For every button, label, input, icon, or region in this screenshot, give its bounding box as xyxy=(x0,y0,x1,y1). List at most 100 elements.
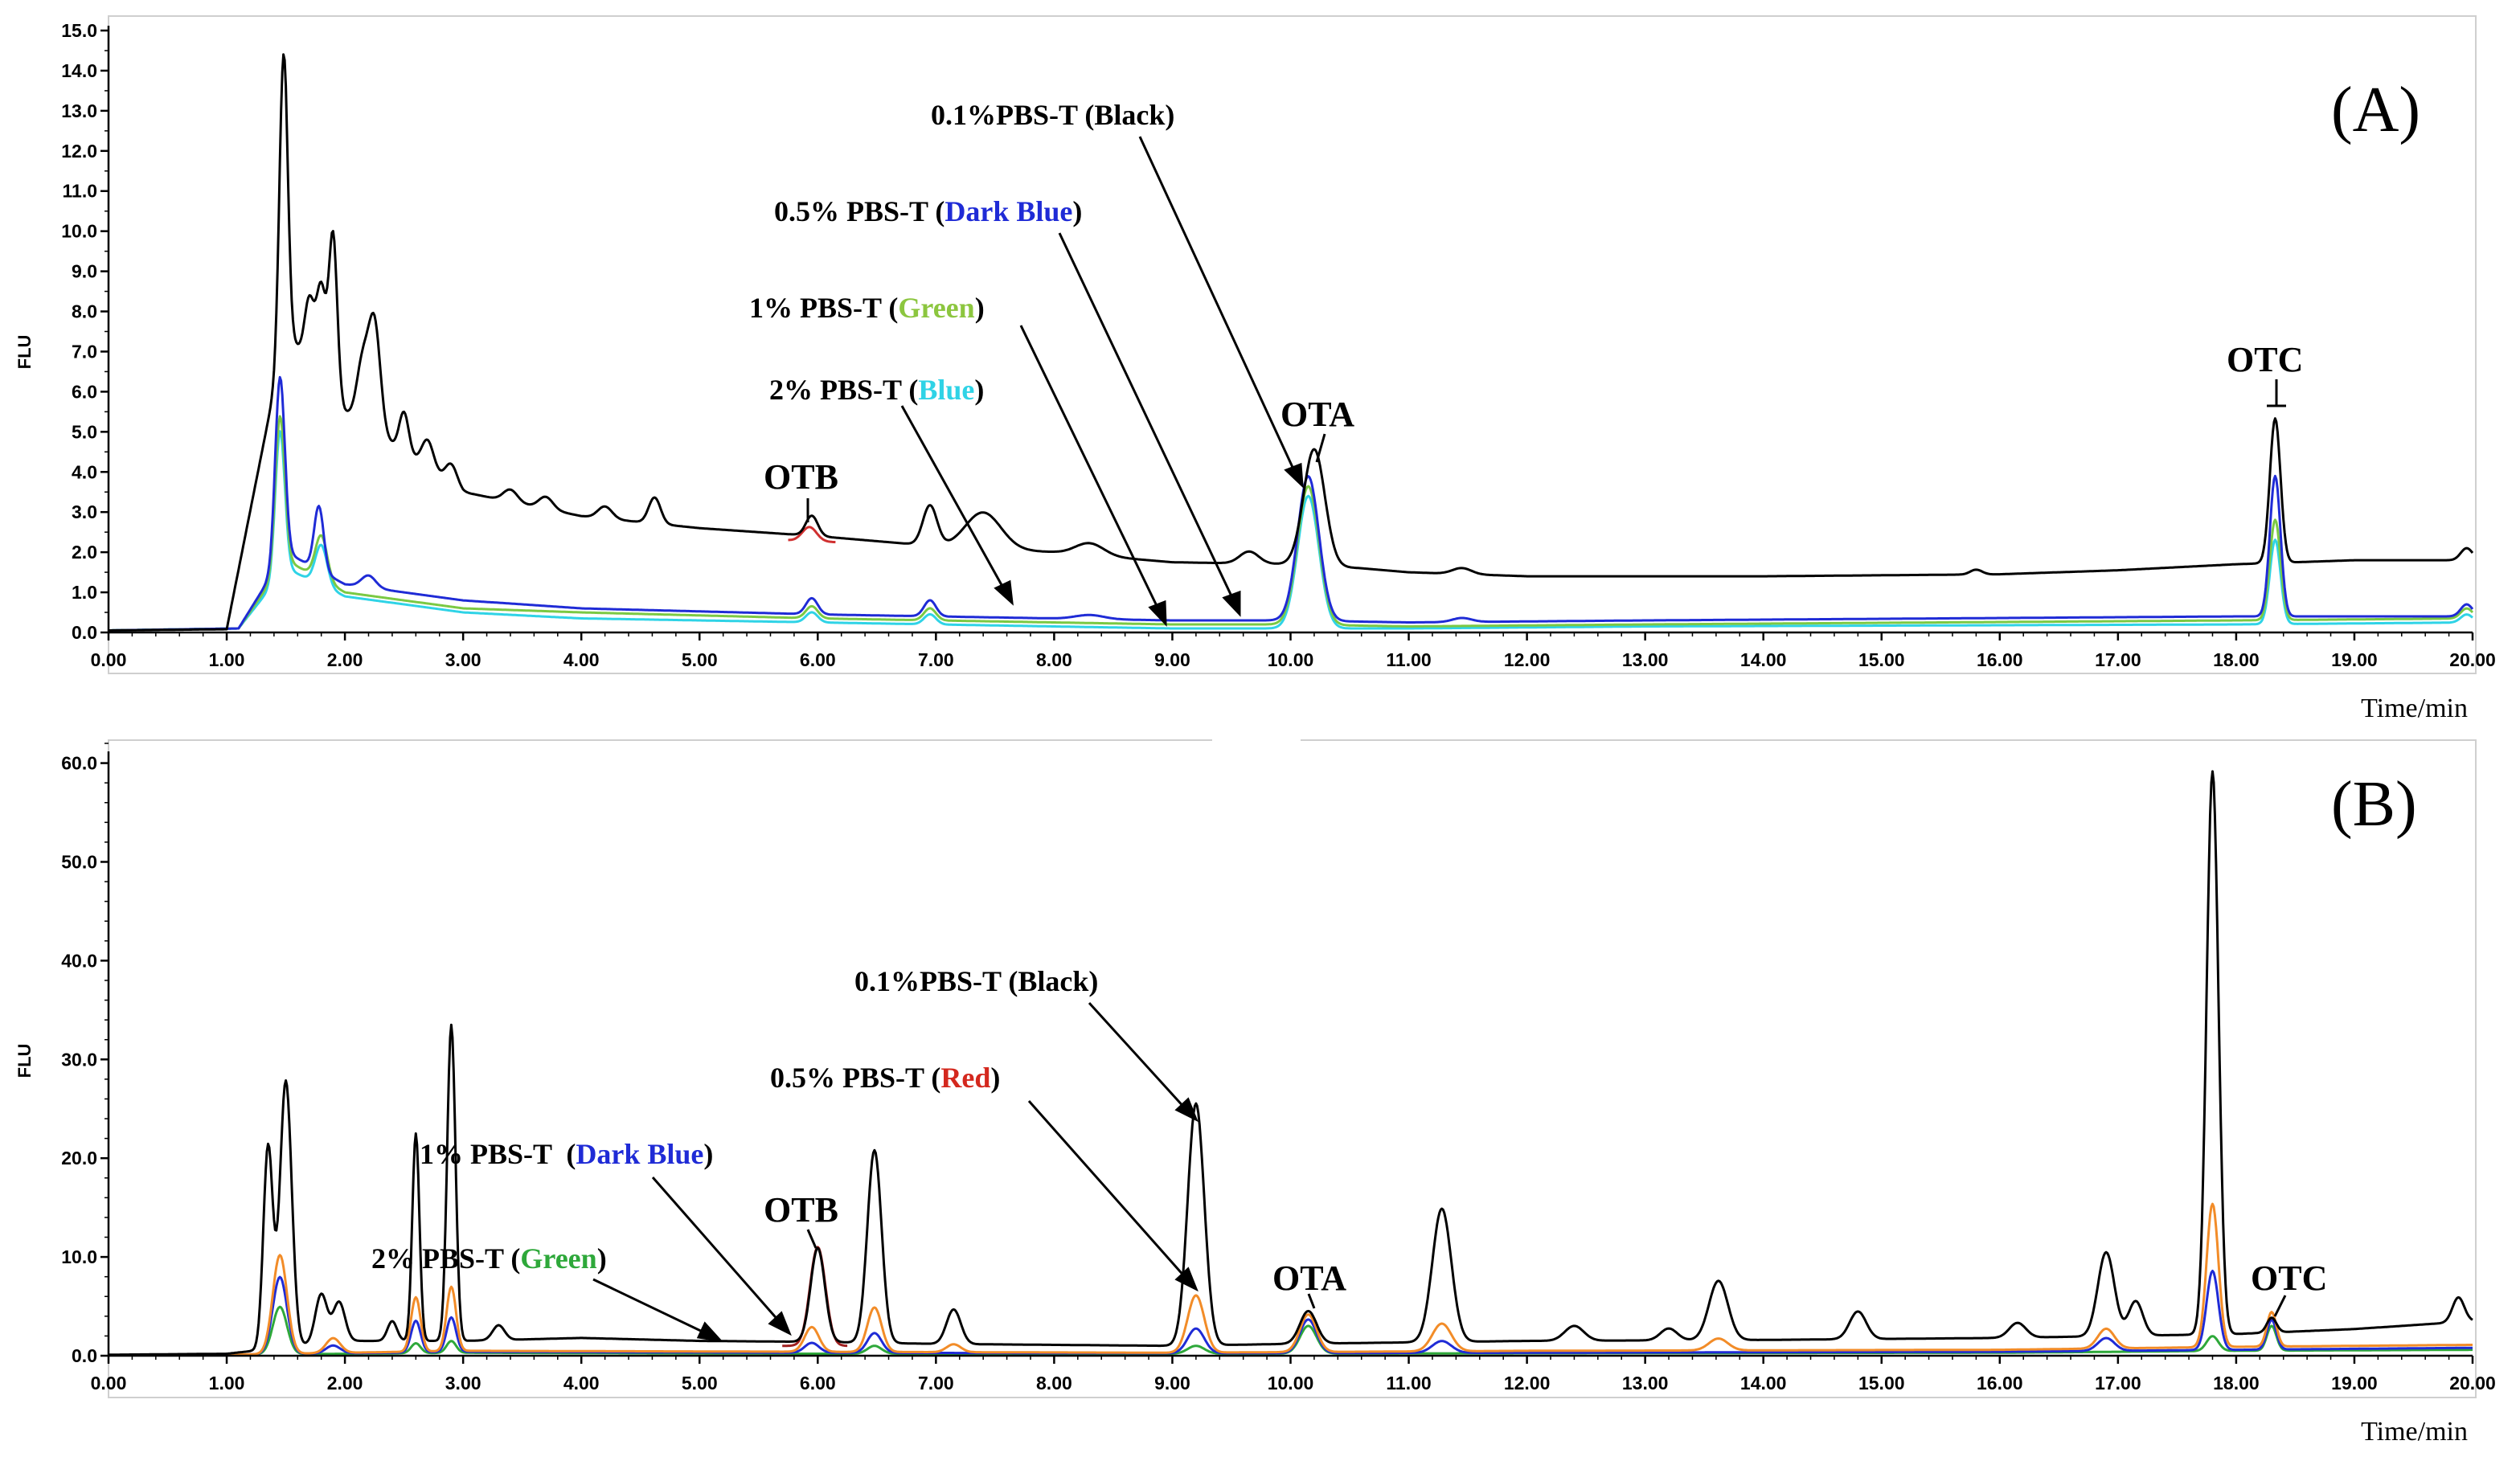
panel-a-y-tick-label: 10.0 xyxy=(61,221,97,242)
panel-b-y-ticks: 0.0 10.0 20.0 30.0 40.0 50.0 60.0 xyxy=(61,743,109,1366)
panel-a-y-tick-label: 12.0 xyxy=(61,141,97,162)
panel-a-x-tick-label: 6.00 xyxy=(800,649,836,670)
arrowhead-b-red xyxy=(1174,1267,1199,1292)
panel-b-y-tick-label: 40.0 xyxy=(61,950,97,971)
panel-b-x-tick-label: 5.00 xyxy=(682,1373,718,1393)
panel-a-y-tick-label: 8.0 xyxy=(72,301,97,322)
arrow-b-red xyxy=(1027,1100,1187,1279)
arrowhead-a-black xyxy=(1284,462,1304,489)
panel-b-y-tick-label: 30.0 xyxy=(61,1049,97,1070)
panel-a-x-tick-label: 2.00 xyxy=(327,649,363,670)
panel-b-frame xyxy=(108,739,2477,1398)
panel-b-x-tick-label: 14.00 xyxy=(1740,1373,1787,1393)
panel-b-annotation-black: 0.1%PBS-T (Black) xyxy=(854,965,1098,997)
panel-a-x-tick-label: 5.00 xyxy=(682,649,718,670)
panel-a-trace-baseline-fit xyxy=(788,526,836,544)
panel-b-series xyxy=(109,770,2473,1357)
panel-b-x-tick-label: 16.00 xyxy=(1977,1373,2023,1393)
panel-b-x-tick-label: 20.00 xyxy=(2449,1373,2496,1393)
panel-b-label: (B) xyxy=(2331,769,2417,840)
panel-b-trace-0-1-pbs-t xyxy=(109,770,2473,1357)
panel-a-annotation-green: 1% PBS-T (Green) xyxy=(749,292,985,324)
panel-b-arrows xyxy=(592,1001,1199,1343)
panel-b-frame-gap xyxy=(1212,735,1301,745)
panel-a-y-tick-label: 2.0 xyxy=(72,542,97,563)
panel-b-x-tick-label: 18.00 xyxy=(2213,1373,2260,1393)
panel-b-otc-pointer xyxy=(2273,1295,2287,1317)
panel-a-x-tick-label: 4.00 xyxy=(563,649,600,670)
panel-a-y-axis-title: FLU xyxy=(14,335,35,370)
panel-a-x-ticks: 0.00 1.00 2.00 3.00 4.00 5.00 6.00 7.00 8.00 9.00… xyxy=(91,632,2496,670)
panel-b-annotation-dark-blue: 1% PBS-T (Dark Blue) xyxy=(420,1138,713,1170)
panel-b-trace-0-5-pbs-t xyxy=(109,1202,2473,1357)
panel-b-otb-pointer xyxy=(806,1229,817,1249)
panel-b-x-tick-label: 2.00 xyxy=(327,1373,363,1393)
panel-a-x-tick-label: 13.00 xyxy=(1622,649,1669,670)
panel-a-x-axis-title: Time/min xyxy=(2361,694,2468,723)
panel-b-x-tick-label: 3.00 xyxy=(445,1373,481,1393)
panel-a-series xyxy=(109,53,2474,632)
arrow-a-black xyxy=(1138,136,1297,475)
panel-b-x-tick-label: 10.00 xyxy=(1268,1373,1314,1393)
panel-a-y-tick-label: 9.0 xyxy=(72,261,97,282)
panel-a-peak-ota: OTA xyxy=(1280,395,1354,434)
panel-b-annotation-green: 2% PBS-T (Green) xyxy=(371,1242,607,1275)
panel-b-x-tick-label: 9.00 xyxy=(1154,1373,1190,1393)
panel-a-annotation-black: 0.1%PBS-T (Black) xyxy=(931,99,1174,131)
panel-b-x-tick-label: 4.00 xyxy=(563,1373,600,1393)
panel-a-y-tick-label: 4.0 xyxy=(72,461,97,482)
panel-b-y-tick-label: 20.0 xyxy=(61,1148,97,1168)
panel-a-x-tick-label: 7.00 xyxy=(918,649,954,670)
panel-a-y-tick-label: 6.0 xyxy=(72,381,97,402)
panel-a-x-tick-label: 11.00 xyxy=(1386,649,1431,670)
panel-b-y-tick-label: 0.0 xyxy=(72,1345,97,1366)
arrowhead-a-dark-blue xyxy=(1222,590,1241,617)
panel-a-y-tick-label: 11.0 xyxy=(63,181,98,202)
panel-a-x-tick-label: 3.00 xyxy=(445,649,481,670)
panel-a-annotation-blue: 2% PBS-T (Blue) xyxy=(769,374,984,406)
arrow-b-green xyxy=(592,1278,708,1336)
panel-b-x-tick-label: 8.00 xyxy=(1036,1373,1072,1393)
arrow-a-blue xyxy=(900,405,1006,591)
panel-b-x-tick-label: 11.00 xyxy=(1386,1373,1431,1393)
panel-b-peak-otc: OTC xyxy=(2251,1258,2327,1298)
panel-a-peak-otc: OTC xyxy=(2227,340,2303,379)
arrow-a-green xyxy=(1019,325,1161,612)
panel-b-y-tick-label: 50.0 xyxy=(61,851,97,872)
panel-b-x-ticks: 0.00 1.00 2.00 3.00 4.00 5.00 6.00 7.00 8.00 9.00… xyxy=(91,1356,2496,1393)
panel-b-y-axis-title: FLU xyxy=(14,1044,35,1078)
panel-a-y-tick-label: 15.0 xyxy=(61,20,97,41)
panel-a-x-tick-label: 14.00 xyxy=(1740,649,1787,670)
panel-a-trace-0-5-pbs-t xyxy=(109,375,2474,632)
panel-a-y-ticks: 0.0 1.0 2.0 3.0 4.0 5.0 6.0 7.0 8.0 9.0 10.0 11.0 12… xyxy=(61,20,109,643)
panel-a-x-tick-label: 16.00 xyxy=(1977,649,2023,670)
panel-a-x-tick-label: 19.00 xyxy=(2331,649,2378,670)
panel-a-y-tick-label: 0.0 xyxy=(72,622,97,643)
panel-a-x-tick-label: 9.00 xyxy=(1154,649,1190,670)
arrowhead-a-green xyxy=(1148,600,1167,627)
arrow-a-dark-blue xyxy=(1058,232,1235,602)
panel-a-y-tick-label: 14.0 xyxy=(61,60,97,81)
panel-a-x-tick-label: 1.00 xyxy=(209,649,245,670)
panel-a-x-tick-label: 15.00 xyxy=(1858,649,1905,670)
panel-a-annotation-dark-blue: 0.5% PBS-T (Dark Blue) xyxy=(774,195,1082,227)
panel-b-x-tick-label: 19.00 xyxy=(2331,1373,2378,1393)
panel-b-x-tick-label: 6.00 xyxy=(800,1373,836,1393)
panel-a-y-tick-label: 13.0 xyxy=(61,100,97,121)
arrowhead-b-green xyxy=(696,1321,723,1343)
panel-b-x-tick-label: 7.00 xyxy=(918,1373,954,1393)
panel-a-arrows xyxy=(900,136,1304,627)
panel-a-label: (A) xyxy=(2331,75,2420,145)
panel-b-peak-ota: OTA xyxy=(1272,1258,1346,1298)
panel-b-x-axis-title: Time/min xyxy=(2361,1417,2468,1447)
panel-b-y-tick-label: 60.0 xyxy=(61,753,97,774)
panel-a-ota-pointer xyxy=(1315,433,1326,463)
panel-b-ota-pointer xyxy=(1307,1293,1316,1309)
panel-a-x-tick-label: 10.00 xyxy=(1268,649,1314,670)
arrow-b-dark-blue xyxy=(651,1177,781,1323)
arrowhead-b-black xyxy=(1174,1097,1199,1123)
panel-a-peak-otb: OTB xyxy=(764,457,838,497)
arrowhead-a-blue xyxy=(994,579,1014,606)
panel-a-y-tick-label: 3.0 xyxy=(72,501,97,522)
